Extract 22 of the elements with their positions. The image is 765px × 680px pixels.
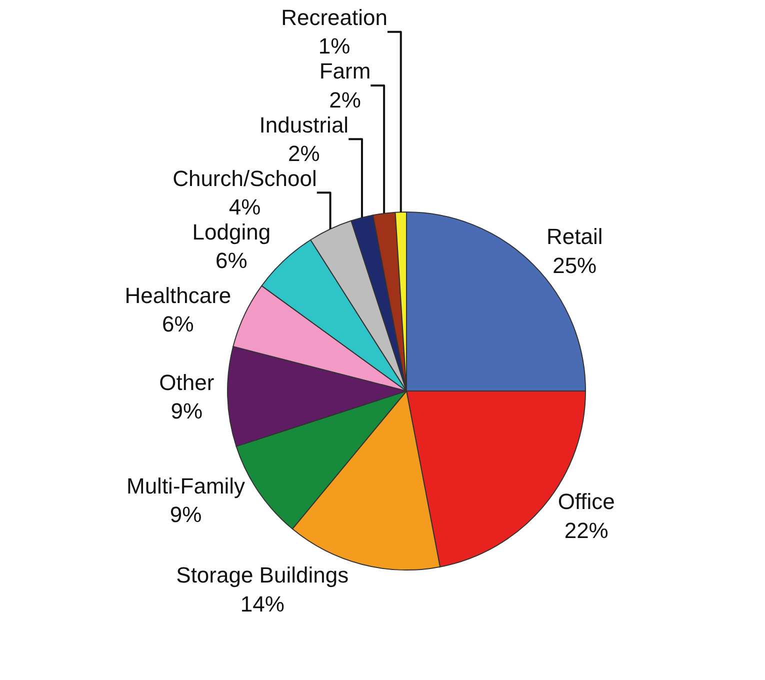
slice-label: Other <box>159 370 214 395</box>
data-label: 6% <box>216 248 248 274</box>
slice-label: Healthcare <box>124 283 232 308</box>
slice-label: Office <box>558 489 615 514</box>
slice-label: Lodging <box>192 219 271 244</box>
slice-label: Farm <box>319 58 371 84</box>
data-label: 2% <box>288 140 320 166</box>
slice-label: Multi-Family <box>126 473 246 498</box>
data-label: 6% <box>162 312 194 337</box>
slice-label: Industrial <box>259 112 349 138</box>
slice-label: Storage Buildings <box>176 562 349 588</box>
data-label: 9% <box>170 502 202 527</box>
data-label: 2% <box>329 87 361 112</box>
slice-label: Church/School <box>172 166 317 191</box>
data-label: 22% <box>564 518 608 543</box>
data-label: 9% <box>170 398 203 424</box>
data-label: 25% <box>552 252 597 278</box>
data-label: 1% <box>318 34 350 59</box>
data-label: 4% <box>228 194 261 220</box>
data-label: 14% <box>240 591 284 616</box>
slice-label: Retail <box>546 224 603 250</box>
slice-label: Recreation <box>281 5 388 30</box>
